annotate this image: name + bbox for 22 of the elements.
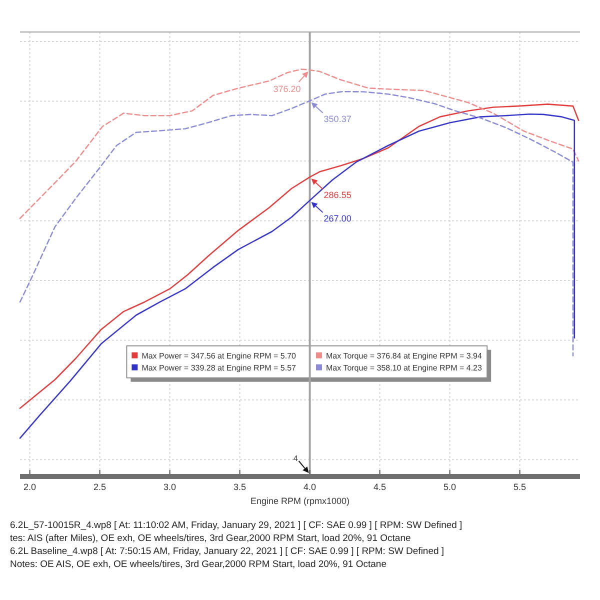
x-tick-label: 3.5 bbox=[234, 482, 246, 492]
text: tes: AIS (after Miles), OE exh, OE wheels/tires, 3rd Gear,2000 RPM Start, load 20%, 91 Octane bbox=[10, 533, 411, 544]
data-label: 267.00 bbox=[324, 213, 352, 224]
text: 6.2L_57-10015R_4.wp8 [ At: 11:10:02 AM, Friday, January 29, 2021 ] [ CF: SAE 0.99 ] [ RPM: SW Defined ] bbox=[10, 520, 462, 531]
legend-label: Max Torque = 358.10 at Engine RPM = 4.23 bbox=[326, 363, 483, 372]
data-label: 376.20 bbox=[273, 84, 301, 94]
x-axis-title: Engine RPM (rpmx1000) bbox=[250, 496, 350, 506]
legend-label: Max Power = 347.56 at Engine RPM = 5.70 bbox=[142, 351, 297, 360]
text: 6.2L Baseline_4.wp8 [ At: 7:50:15 AM, Friday, January 22, 2021 ] [ CF: SAE 0.99 ] [ RPM: SW Defined ] bbox=[10, 546, 444, 557]
x-tick-label: 3.0 bbox=[164, 482, 176, 492]
ref-line-label: 4 bbox=[293, 454, 298, 463]
legend-label: Max Torque = 376.84 at Engine RPM = 3.94 bbox=[326, 351, 483, 360]
x-tick-label: 5.5 bbox=[514, 482, 526, 492]
data-label: 286.55 bbox=[324, 190, 352, 200]
x-tick-label: 4.5 bbox=[374, 482, 386, 492]
legend-label: Max Power = 339.28 at Engine RPM = 5.57 bbox=[142, 363, 297, 372]
x-tick-label: 2.0 bbox=[24, 482, 36, 492]
x-tick-label: 4.0 bbox=[304, 482, 316, 492]
x-tick-label: 5.0 bbox=[444, 482, 456, 492]
text: Notes: OE AIS, OE exh, OE wheels/tires, 3rd Gear,2000 RPM Start, load 20%, 91 Octane bbox=[10, 559, 386, 570]
data-label: 350.37 bbox=[324, 114, 352, 124]
x-tick-label: 2.5 bbox=[94, 482, 106, 492]
